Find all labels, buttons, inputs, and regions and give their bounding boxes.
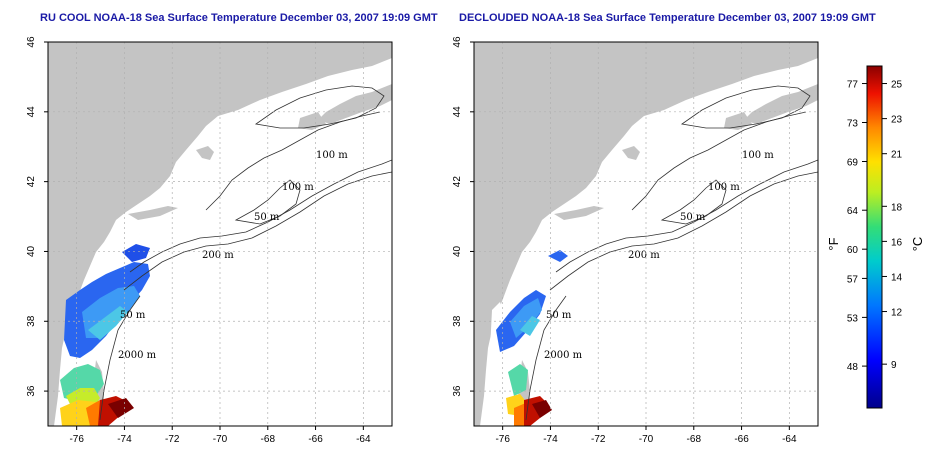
x-tick-label: -68 <box>687 434 702 445</box>
fahrenheit-tick-label: 64 <box>847 206 859 217</box>
left-x-axis: -76 -74 -72 -70 -68 -66 -64 <box>69 426 371 445</box>
y-tick-label: 44 <box>452 106 463 118</box>
x-tick-label: -68 <box>261 434 276 445</box>
contour-label: 2000 m <box>118 350 157 361</box>
celsius-ticks: 9 12 14 16 18 21 23 25 <box>882 80 903 371</box>
celsius-tick-label: 9 <box>891 360 897 371</box>
contour-label: 50 m <box>546 310 572 321</box>
right-sst-map: DECLOUDED NOAA-18 Sea Surface Temperatur… <box>452 12 876 445</box>
fahrenheit-unit-label: °F <box>826 237 841 250</box>
x-tick-label: -70 <box>639 434 654 445</box>
x-tick-label: -74 <box>117 434 132 445</box>
y-tick-label: 42 <box>26 176 37 188</box>
contour-label: 50 m <box>120 310 146 321</box>
x-tick-label: -64 <box>356 434 371 445</box>
colorbar-gradient <box>866 65 883 409</box>
contour-label: 100 m <box>742 150 774 161</box>
left-map-title: RU COOL NOAA-18 Sea Surface Temperature … <box>40 12 438 24</box>
x-tick-label: -72 <box>591 434 606 445</box>
y-tick-label: 36 <box>26 385 37 397</box>
contour-label: 100 m <box>708 182 740 193</box>
y-tick-label: 40 <box>26 245 37 257</box>
right-contour-labels: 100 m 100 m 50 m 200 m 50 m 2000 m <box>544 150 774 361</box>
fahrenheit-tick-label: 48 <box>847 362 859 373</box>
celsius-unit-label: °C <box>910 237 925 252</box>
x-tick-label: -64 <box>782 434 797 445</box>
right-contours <box>525 85 818 421</box>
fahrenheit-tick-label: 73 <box>847 119 859 130</box>
fahrenheit-ticks: 48 53 57 60 64 69 73 77 <box>847 80 867 373</box>
contour-label: 2000 m <box>544 350 583 361</box>
left-contour-labels: 100 m 100 m 50 m 200 m 50 m 2000 m <box>118 150 348 361</box>
right-y-axis: 36 38 40 42 44 46 <box>452 36 474 397</box>
x-tick-label: -66 <box>734 434 749 445</box>
contour-label: 200 m <box>202 250 234 261</box>
y-tick-label: 40 <box>452 245 463 257</box>
left-y-axis: 36 38 40 42 44 46 <box>26 36 48 397</box>
celsius-tick-label: 21 <box>891 150 903 161</box>
y-tick-label: 42 <box>452 176 463 188</box>
x-tick-label: -70 <box>213 434 228 445</box>
fahrenheit-tick-label: 69 <box>847 157 859 168</box>
left-sst-map: RU COOL NOAA-18 Sea Surface Temperature … <box>26 12 438 445</box>
fahrenheit-tick-label: 60 <box>847 245 859 256</box>
fahrenheit-tick-label: 57 <box>847 274 859 285</box>
x-tick-label: -66 <box>308 434 323 445</box>
y-tick-label: 38 <box>452 315 463 327</box>
left-contours <box>99 85 392 421</box>
celsius-tick-label: 18 <box>891 202 903 213</box>
y-tick-label: 36 <box>452 385 463 397</box>
right-map-title: DECLOUDED NOAA-18 Sea Surface Temperatur… <box>459 12 876 24</box>
x-tick-label: -76 <box>69 434 84 445</box>
left-land-mass <box>48 42 392 426</box>
y-tick-label: 46 <box>26 36 37 48</box>
celsius-tick-label: 14 <box>891 272 903 283</box>
contour-label: 200 m <box>628 250 660 261</box>
celsius-tick-label: 16 <box>891 237 903 248</box>
temperature-colorbar: 48 53 57 60 64 69 73 77 9 12 14 16 18 21 23 25 °F °C <box>826 65 925 409</box>
celsius-tick-label: 23 <box>891 115 903 126</box>
y-tick-label: 38 <box>26 315 37 327</box>
contour-label: 50 m <box>254 212 280 223</box>
fahrenheit-tick-label: 77 <box>847 80 859 91</box>
fahrenheit-tick-label: 53 <box>847 313 859 324</box>
celsius-tick-label: 25 <box>891 80 903 91</box>
right-x-axis: -76 -74 -72 -70 -68 -66 -64 <box>495 426 797 445</box>
x-tick-label: -76 <box>495 434 510 445</box>
contour-label: 100 m <box>316 150 348 161</box>
contour-label: 50 m <box>680 212 706 223</box>
celsius-tick-label: 12 <box>891 308 903 319</box>
y-tick-label: 44 <box>26 106 37 118</box>
right-land-mass <box>474 42 818 426</box>
contour-label: 100 m <box>282 182 314 193</box>
x-tick-label: -72 <box>165 434 180 445</box>
x-tick-label: -74 <box>543 434 558 445</box>
y-tick-label: 46 <box>452 36 463 48</box>
